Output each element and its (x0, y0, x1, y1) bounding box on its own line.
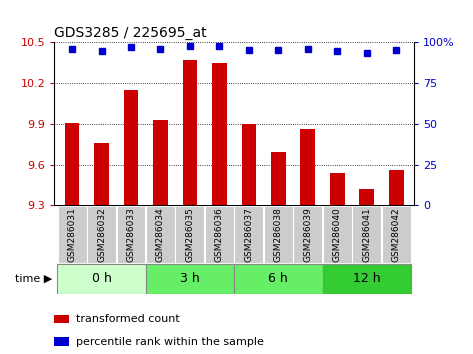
Bar (153, 120, 168, 205)
Bar (65, 122, 79, 205)
Text: 3 h: 3 h (180, 272, 200, 285)
Text: GSM286037: GSM286037 (245, 207, 254, 262)
Text: GSM286033: GSM286033 (126, 207, 135, 262)
Text: GSM286032: GSM286032 (97, 207, 106, 262)
Bar (300, 129, 315, 205)
Bar (323, 206, 352, 263)
Bar (183, 60, 197, 205)
Bar (205, 206, 234, 263)
Bar (323, 264, 411, 294)
Bar (54, 337, 69, 346)
Text: GSM286031: GSM286031 (68, 207, 77, 262)
Bar (293, 206, 322, 263)
Text: GDS3285 / 225695_at: GDS3285 / 225695_at (54, 26, 207, 40)
Bar (212, 63, 227, 205)
Text: GSM286040: GSM286040 (333, 207, 342, 262)
Bar (146, 264, 234, 294)
Bar (123, 90, 139, 205)
Text: transformed count: transformed count (76, 314, 180, 324)
Bar (234, 264, 323, 294)
Bar (146, 206, 175, 263)
Text: 0 h: 0 h (92, 272, 112, 285)
Bar (57, 264, 146, 294)
Text: percentile rank within the sample: percentile rank within the sample (76, 337, 264, 347)
Text: GSM286041: GSM286041 (362, 207, 371, 262)
Text: GSM286036: GSM286036 (215, 207, 224, 262)
Text: GSM286038: GSM286038 (274, 207, 283, 262)
Bar (389, 170, 403, 205)
Bar (235, 206, 263, 263)
Bar (264, 206, 293, 263)
Bar (352, 206, 381, 263)
Text: 6 h: 6 h (269, 272, 288, 285)
Bar (359, 189, 374, 205)
Text: GSM286042: GSM286042 (392, 207, 401, 262)
Text: GSM286035: GSM286035 (185, 207, 194, 262)
Bar (54, 315, 69, 324)
Text: GSM286039: GSM286039 (303, 207, 312, 262)
Bar (116, 206, 145, 263)
Bar (382, 206, 411, 263)
Bar (94, 143, 109, 205)
Bar (87, 206, 116, 263)
Text: GSM286034: GSM286034 (156, 207, 165, 262)
Bar (330, 173, 345, 205)
Bar (242, 124, 256, 205)
Bar (175, 206, 204, 263)
Text: time ▶: time ▶ (15, 274, 52, 284)
Bar (271, 153, 286, 205)
Text: 12 h: 12 h (353, 272, 381, 285)
Bar (58, 206, 87, 263)
